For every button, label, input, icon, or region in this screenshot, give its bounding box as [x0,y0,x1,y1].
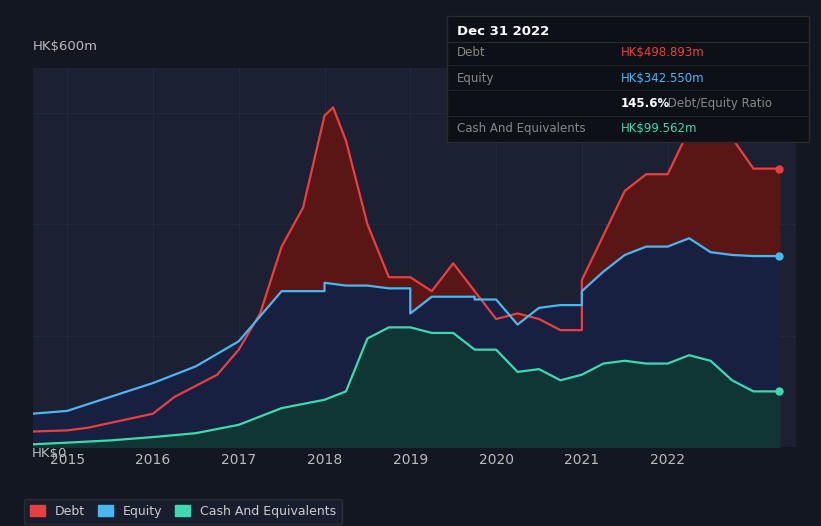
Legend: Debt, Equity, Cash And Equivalents: Debt, Equity, Cash And Equivalents [24,499,342,524]
Text: HK$600m: HK$600m [33,40,98,53]
Text: HK$0: HK$0 [31,447,67,460]
Text: HK$342.550m: HK$342.550m [621,72,704,85]
Text: Cash And Equivalents: Cash And Equivalents [457,122,586,135]
Text: Debt: Debt [457,46,486,59]
Text: HK$99.562m: HK$99.562m [621,122,697,135]
Text: Dec 31 2022: Dec 31 2022 [457,25,549,38]
Text: Debt/Equity Ratio: Debt/Equity Ratio [663,97,772,110]
Text: 145.6%: 145.6% [621,97,670,110]
Text: HK$498.893m: HK$498.893m [621,46,704,59]
Text: Equity: Equity [457,72,495,85]
